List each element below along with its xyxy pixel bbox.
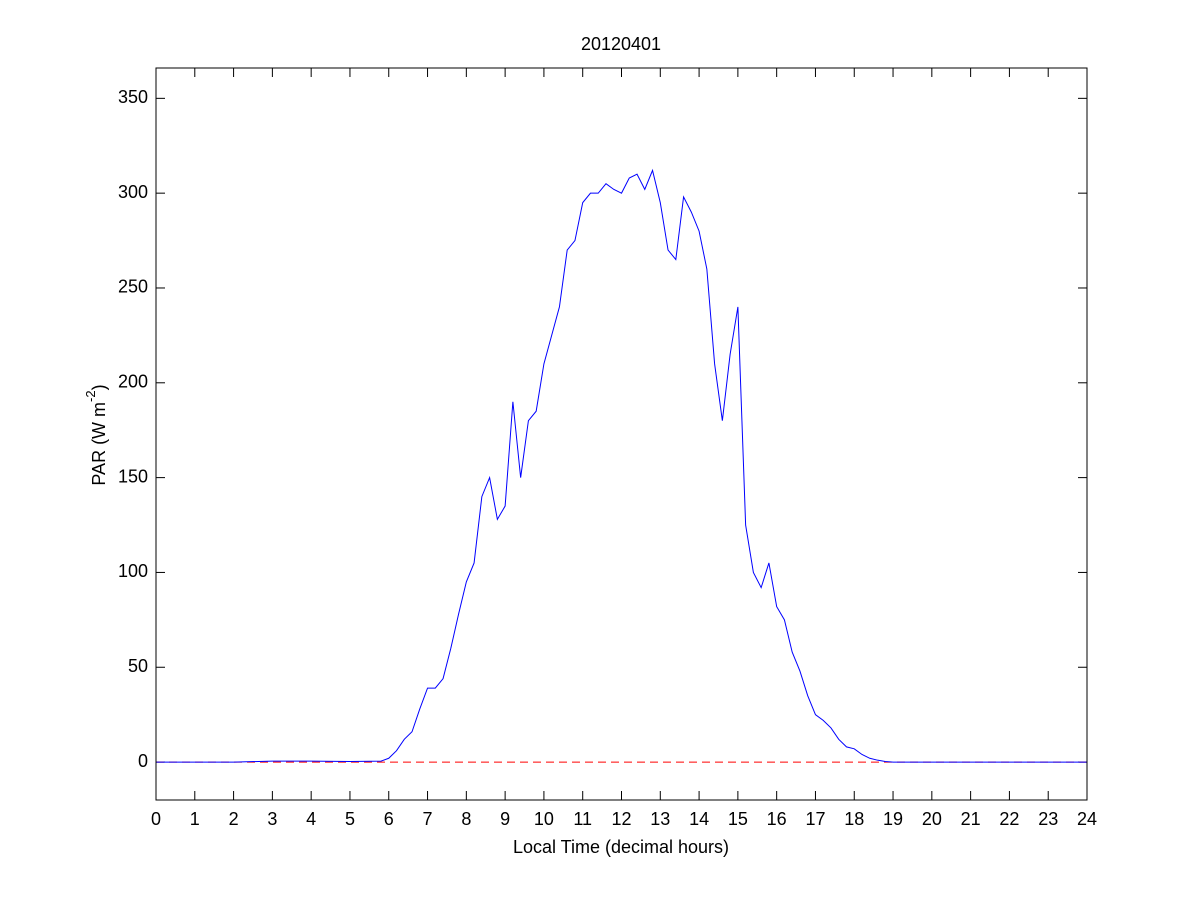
y-tick-label: 200 (118, 372, 148, 392)
x-tick-label: 7 (423, 809, 433, 829)
y-tick-label: 50 (128, 656, 148, 676)
x-tick-label: 15 (728, 809, 748, 829)
y-axis-label: PAR (W m-2) (83, 384, 108, 485)
x-tick-label: 19 (883, 809, 903, 829)
x-tick-label: 20 (922, 809, 942, 829)
x-tick-label: 3 (267, 809, 277, 829)
x-tick-label: 14 (689, 809, 709, 829)
y-tick-label: 100 (118, 561, 148, 581)
y-label-sup: -2 (83, 390, 98, 402)
x-tick-label: 12 (611, 809, 631, 829)
y-tick-label: 250 (118, 277, 148, 297)
x-tick-label: 23 (1038, 809, 1058, 829)
x-tick-label: 13 (650, 809, 670, 829)
x-tick-label: 10 (534, 809, 554, 829)
x-tick-label: 1 (190, 809, 200, 829)
y-tick-label: 300 (118, 182, 148, 202)
y-tick-label: 150 (118, 466, 148, 486)
y-tick-label: 350 (118, 87, 148, 107)
x-tick-label: 22 (999, 809, 1019, 829)
y-label-main: PAR (W m (89, 402, 109, 486)
x-tick-label: 2 (229, 809, 239, 829)
data-line (156, 168, 1087, 763)
x-tick-label: 6 (384, 809, 394, 829)
x-tick-label: 21 (961, 809, 981, 829)
x-tick-label: 5 (345, 809, 355, 829)
x-tick-label: 0 (151, 809, 161, 829)
chart-title: 20120401 (581, 34, 661, 54)
plot-frame (155, 67, 1088, 801)
x-axis-label: Local Time (decimal hours) (513, 837, 729, 857)
x-tick-label: 4 (306, 809, 316, 829)
y-tick-label: 0 (138, 751, 148, 771)
x-tick-label: 11 (573, 809, 592, 829)
y-label-end: ) (89, 384, 109, 390)
x-tick-label: 17 (805, 809, 825, 829)
x-tick-label: 8 (461, 809, 471, 829)
x-tick-label: 16 (767, 809, 787, 829)
x-tick-label: 9 (500, 809, 510, 829)
x-tick-label: 24 (1077, 809, 1097, 829)
x-tick-label: 18 (844, 809, 864, 829)
